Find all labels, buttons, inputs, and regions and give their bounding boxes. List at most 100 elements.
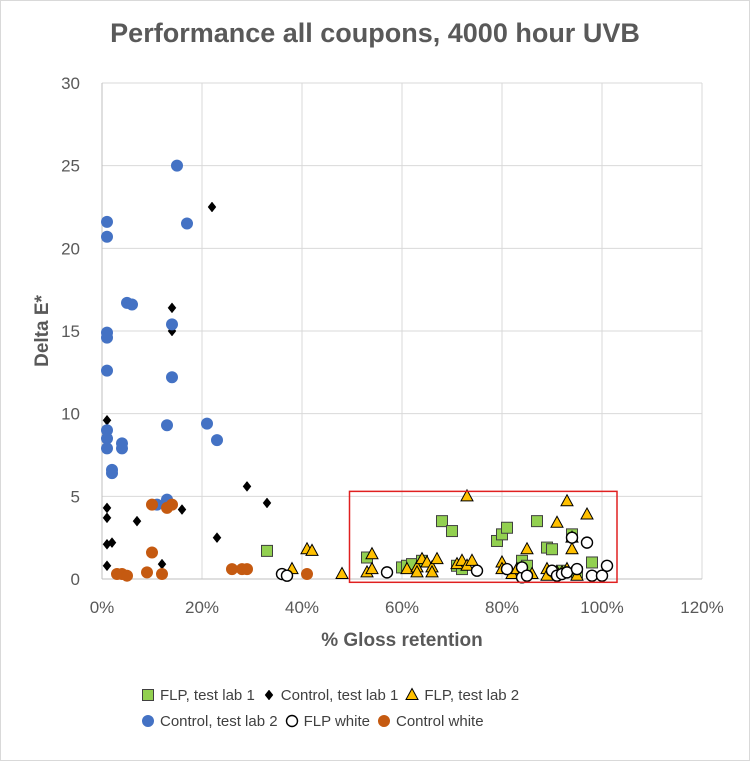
data-point <box>116 442 128 455</box>
chart-title: Performance all coupons, 4000 hour UVB <box>110 18 640 48</box>
data-point <box>546 543 558 556</box>
data-point <box>166 371 178 384</box>
legend-marker <box>142 715 154 727</box>
data-point <box>102 414 112 426</box>
data-point <box>106 467 118 480</box>
data-point <box>410 564 424 578</box>
data-point <box>301 568 313 581</box>
y-tick-label: 10 <box>61 405 80 424</box>
data-point <box>126 298 138 311</box>
legend-item: FLP, test lab 2 <box>404 687 519 704</box>
data-point <box>520 541 534 555</box>
legend-item: Control, test lab 2 <box>140 713 278 730</box>
data-point <box>500 562 514 576</box>
legend-marker-shape <box>378 715 390 727</box>
data-point <box>157 558 167 570</box>
x-tick-label: 60% <box>385 598 419 617</box>
data-point <box>101 442 113 455</box>
data-point <box>212 532 222 544</box>
data-point <box>600 559 614 572</box>
scatter-plot: 0 5 10 15 20 25 30 0% 20% 40% 60% 80% 100% 120% % Glo… <box>32 74 724 651</box>
legend-item: Control, test lab 1 <box>261 686 399 704</box>
legend-label: FLP white <box>303 712 370 730</box>
x-tick-label: 40% <box>285 598 319 617</box>
legend-marker-shape <box>142 715 154 727</box>
data-point <box>560 493 574 507</box>
data-point <box>595 569 609 582</box>
legend-marker-shape <box>405 687 420 700</box>
data-point <box>262 497 272 509</box>
data-point <box>156 568 168 581</box>
legend-label: Control, test lab 1 <box>280 686 399 704</box>
data-point <box>101 215 113 228</box>
data-point <box>201 417 213 430</box>
overlay <box>348 490 618 584</box>
data-point <box>520 569 534 582</box>
data-point <box>242 481 252 492</box>
data-point <box>102 502 112 514</box>
data-point <box>167 302 177 314</box>
data-point <box>102 512 112 524</box>
y-axis-label: Delta E* <box>32 294 53 366</box>
legend-row-1: FLP, test lab 1 Control, test lab 1 FLP,… <box>140 682 610 708</box>
x-tick-label: 120% <box>680 598 723 617</box>
data-point <box>132 515 142 527</box>
data-point <box>166 498 178 511</box>
legend-marker <box>264 689 274 701</box>
data-point <box>181 217 193 230</box>
data-point <box>146 498 158 511</box>
data-point <box>101 432 113 445</box>
tick-labels: 0 5 10 15 20 25 30 0% 20% 40% 60% 80% 100% 120% <box>61 74 724 617</box>
data-point <box>550 515 564 528</box>
legend-marker <box>285 714 298 728</box>
legend-label: FLP, test lab 1 <box>160 686 255 704</box>
data-point <box>101 331 113 344</box>
data-point <box>430 551 444 565</box>
data-point <box>226 563 238 576</box>
data-point <box>261 544 273 557</box>
legend-marker-shape <box>264 689 274 701</box>
data-point <box>425 564 439 578</box>
data-point <box>102 560 112 572</box>
legend-label: Control, test lab 2 <box>160 712 278 730</box>
y-tick-label: 0 <box>71 570 80 589</box>
data-point <box>161 419 173 432</box>
legend-marker <box>142 689 154 701</box>
x-axis-label: % Gloss retention <box>321 630 483 651</box>
data-point <box>580 536 594 549</box>
data-point <box>501 521 513 534</box>
data-point <box>207 201 217 213</box>
x-tick-label: 20% <box>185 598 219 617</box>
data-point <box>365 546 379 560</box>
data-point <box>280 569 294 582</box>
data-point <box>446 525 458 538</box>
data-point <box>166 318 178 331</box>
legend-marker-shape <box>142 689 154 701</box>
y-tick-label: 5 <box>71 487 80 506</box>
y-tick-label: 15 <box>61 322 80 341</box>
data-point <box>460 488 474 502</box>
y-tick-label: 20 <box>61 239 80 258</box>
legend-label: FLP, test lab 2 <box>424 686 520 704</box>
data-point <box>436 515 448 528</box>
data-point <box>531 515 543 528</box>
data-point <box>101 364 113 377</box>
data-point <box>305 543 319 556</box>
highlight-box <box>348 490 618 584</box>
legend-marker-shape <box>285 714 298 728</box>
data-point <box>171 159 183 172</box>
data-point <box>121 569 133 582</box>
data-point <box>570 562 584 576</box>
data-point <box>465 553 479 566</box>
legend-item: FLP white <box>284 713 370 730</box>
x-tick-label: 0% <box>90 598 115 617</box>
data-point <box>580 506 594 520</box>
legend-row-2: Control, test lab 2 FLP white Control wh… <box>140 708 610 734</box>
data-point <box>107 537 117 549</box>
data-point <box>177 504 187 515</box>
data-point <box>141 566 153 579</box>
y-tick-label: 25 <box>61 157 80 176</box>
legend-label: Control white <box>396 712 484 730</box>
data-point <box>365 561 379 575</box>
